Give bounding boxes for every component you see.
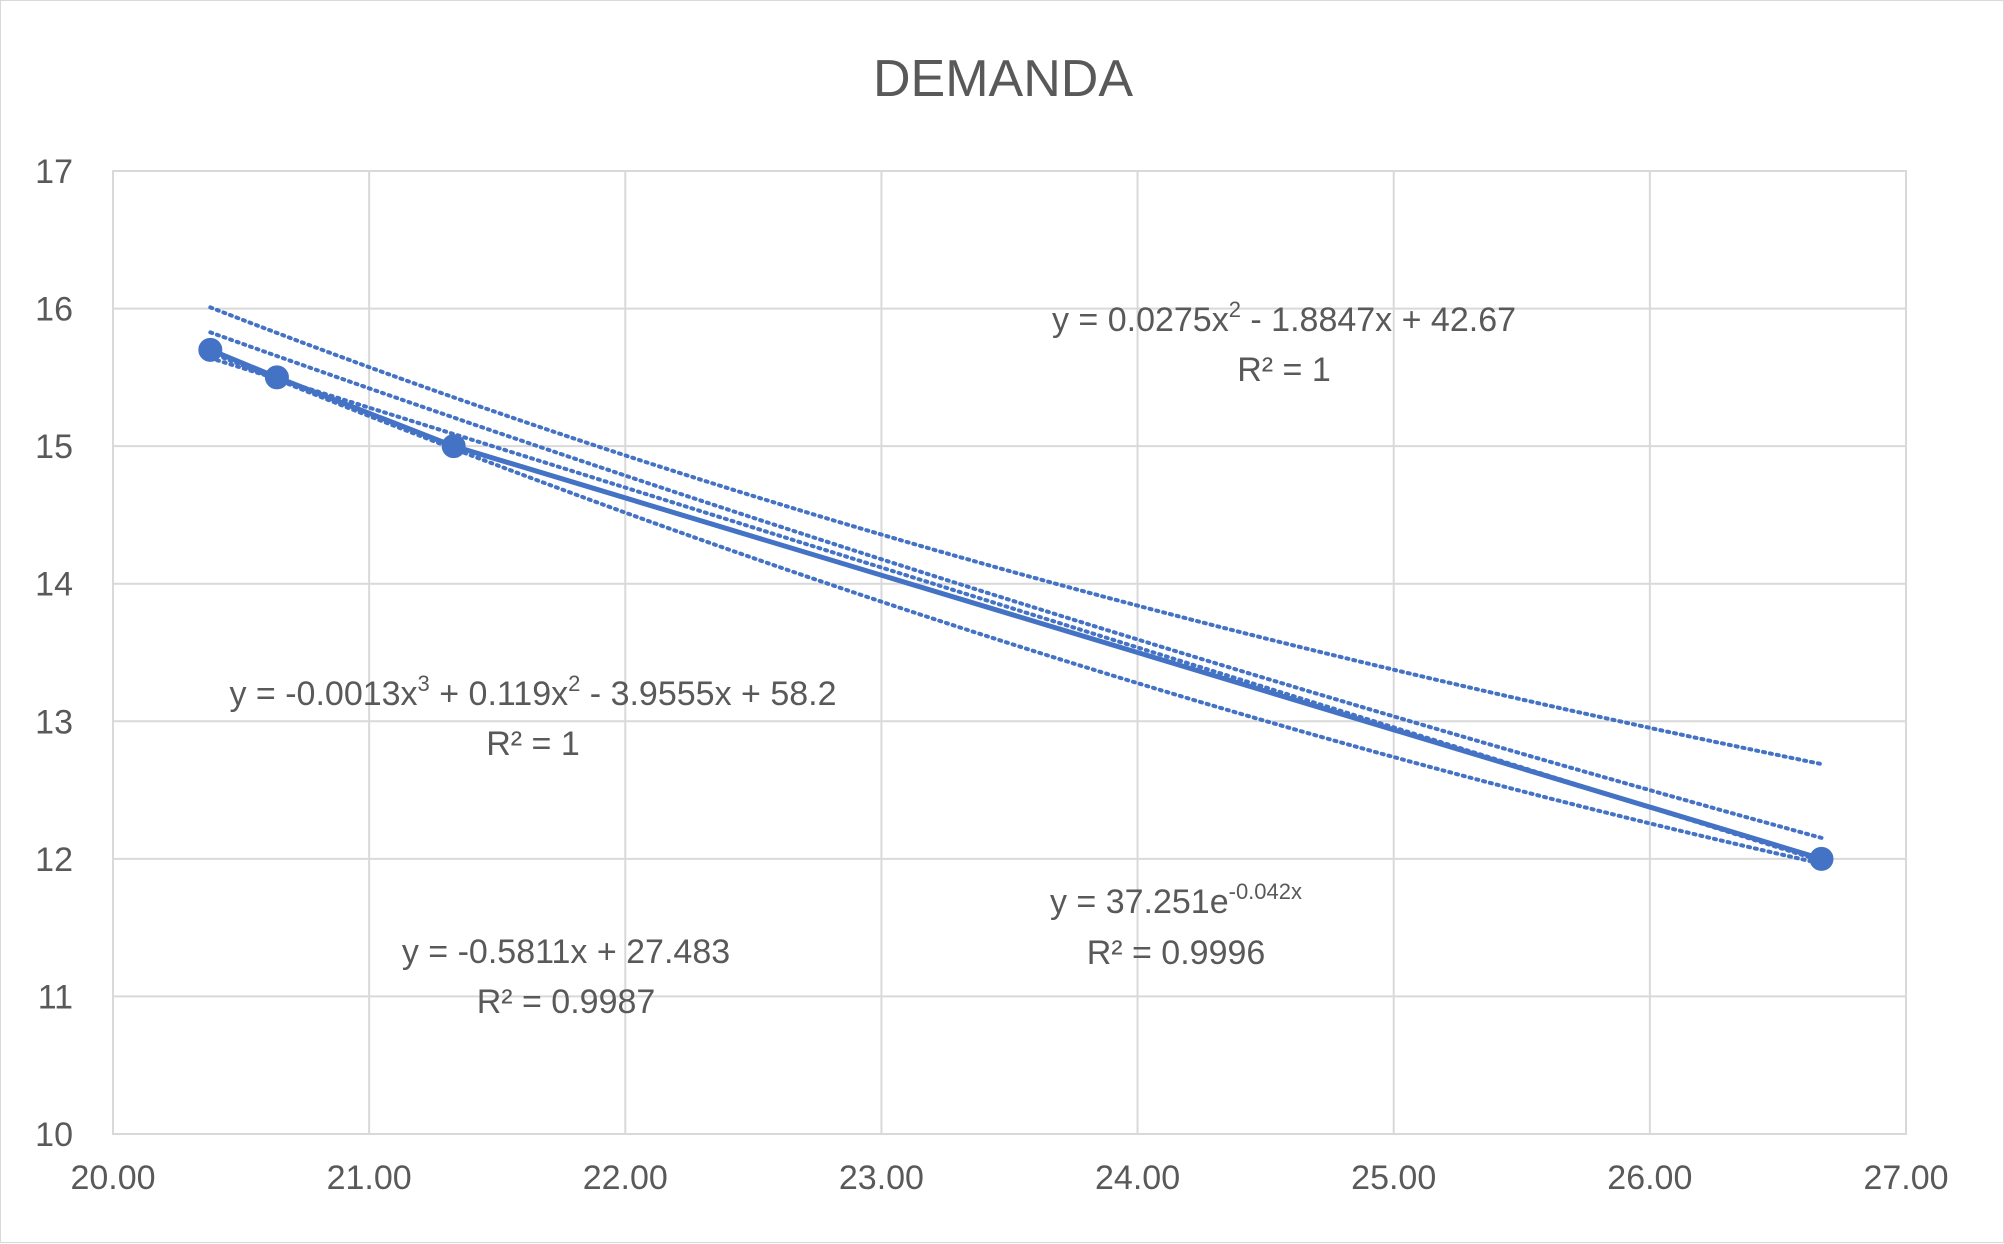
y-axis-tick-labels: 10 11 12 13 14 15 16 17 xyxy=(35,153,73,1154)
x-tick-label: 22.00 xyxy=(583,1159,668,1197)
y-tick-label: 17 xyxy=(35,153,73,191)
data-point xyxy=(264,365,289,390)
y-tick-label: 11 xyxy=(38,978,73,1016)
equation-text: + 0.119x xyxy=(430,675,568,713)
equation-text: y = 0.0275x xyxy=(1052,301,1229,339)
plot-area-border xyxy=(112,170,1907,1135)
data-point xyxy=(198,337,223,362)
trendline-exponential xyxy=(208,330,1824,840)
trendline-polynomial2 xyxy=(208,350,1824,866)
y-tick-label: 12 xyxy=(35,841,73,879)
equation-text: y = 37.251e xyxy=(1050,883,1229,921)
equation-exponent: 3 xyxy=(418,671,430,696)
y-tick-label: 10 xyxy=(35,1116,73,1154)
equation-text: y = -0.0013x xyxy=(229,675,417,713)
trendline-r2-polynomial3: R² = 1 xyxy=(486,725,580,763)
equation-exponent: 2 xyxy=(1229,297,1241,322)
x-tick-label: 26.00 xyxy=(1607,1159,1692,1197)
y-tick-label: 16 xyxy=(35,291,73,329)
x-tick-label: 21.00 xyxy=(327,1159,412,1197)
x-tick-label: 25.00 xyxy=(1351,1159,1436,1197)
equation-exponent: -0.042x xyxy=(1229,879,1302,904)
grid-lines xyxy=(112,170,1907,1135)
y-tick-label: 15 xyxy=(35,428,73,466)
trendline-equation-linear: y = -0.5811x + 27.483 xyxy=(402,933,730,971)
y-tick-label: 13 xyxy=(35,703,73,741)
data-point xyxy=(441,434,466,459)
data-series xyxy=(198,337,1834,871)
x-tick-label: 23.00 xyxy=(839,1159,924,1197)
x-tick-label: 20.00 xyxy=(70,1159,155,1197)
series-line xyxy=(209,347,1823,862)
equation-exponent: 2 xyxy=(568,671,580,696)
trendlines xyxy=(208,305,1824,866)
trendline-equation-exponential: y = 37.251e-0.042x xyxy=(1050,879,1302,921)
equation-text: - 3.9555x + 58.2 xyxy=(580,675,836,713)
trendline-polynomial3 xyxy=(208,305,1824,767)
trendline-equation-polynomial3: y = -0.0013x3 + 0.119x2 - 3.9555x + 58.2 xyxy=(229,671,836,713)
chart-title: DEMANDA xyxy=(873,50,1133,108)
trendline-r2-linear: R² = 0.9987 xyxy=(477,983,656,1021)
data-point xyxy=(1809,846,1834,871)
trendline-r2-polynomial2: R² = 1 xyxy=(1237,351,1331,389)
trendline-r2-exponential: R² = 0.9996 xyxy=(1087,934,1266,972)
x-axis-tick-labels: 20.00 21.00 22.00 23.00 24.00 25.00 26.00 27.00 xyxy=(70,1159,1948,1197)
y-tick-label: 14 xyxy=(35,566,73,604)
x-tick-label: 24.00 xyxy=(1095,1159,1180,1197)
trendline-equation-polynomial2: y = 0.0275x2 - 1.8847x + 42.67 xyxy=(1052,297,1516,339)
x-tick-label: 27.00 xyxy=(1863,1159,1948,1197)
equation-text: y = -0.5811x + 27.483 xyxy=(402,933,730,971)
equation-text: - 1.8847x + 42.67 xyxy=(1241,301,1516,339)
trendline-equations: y = -0.5811x + 27.483 R² = 0.9987 y = 37.2… xyxy=(229,297,1516,1021)
